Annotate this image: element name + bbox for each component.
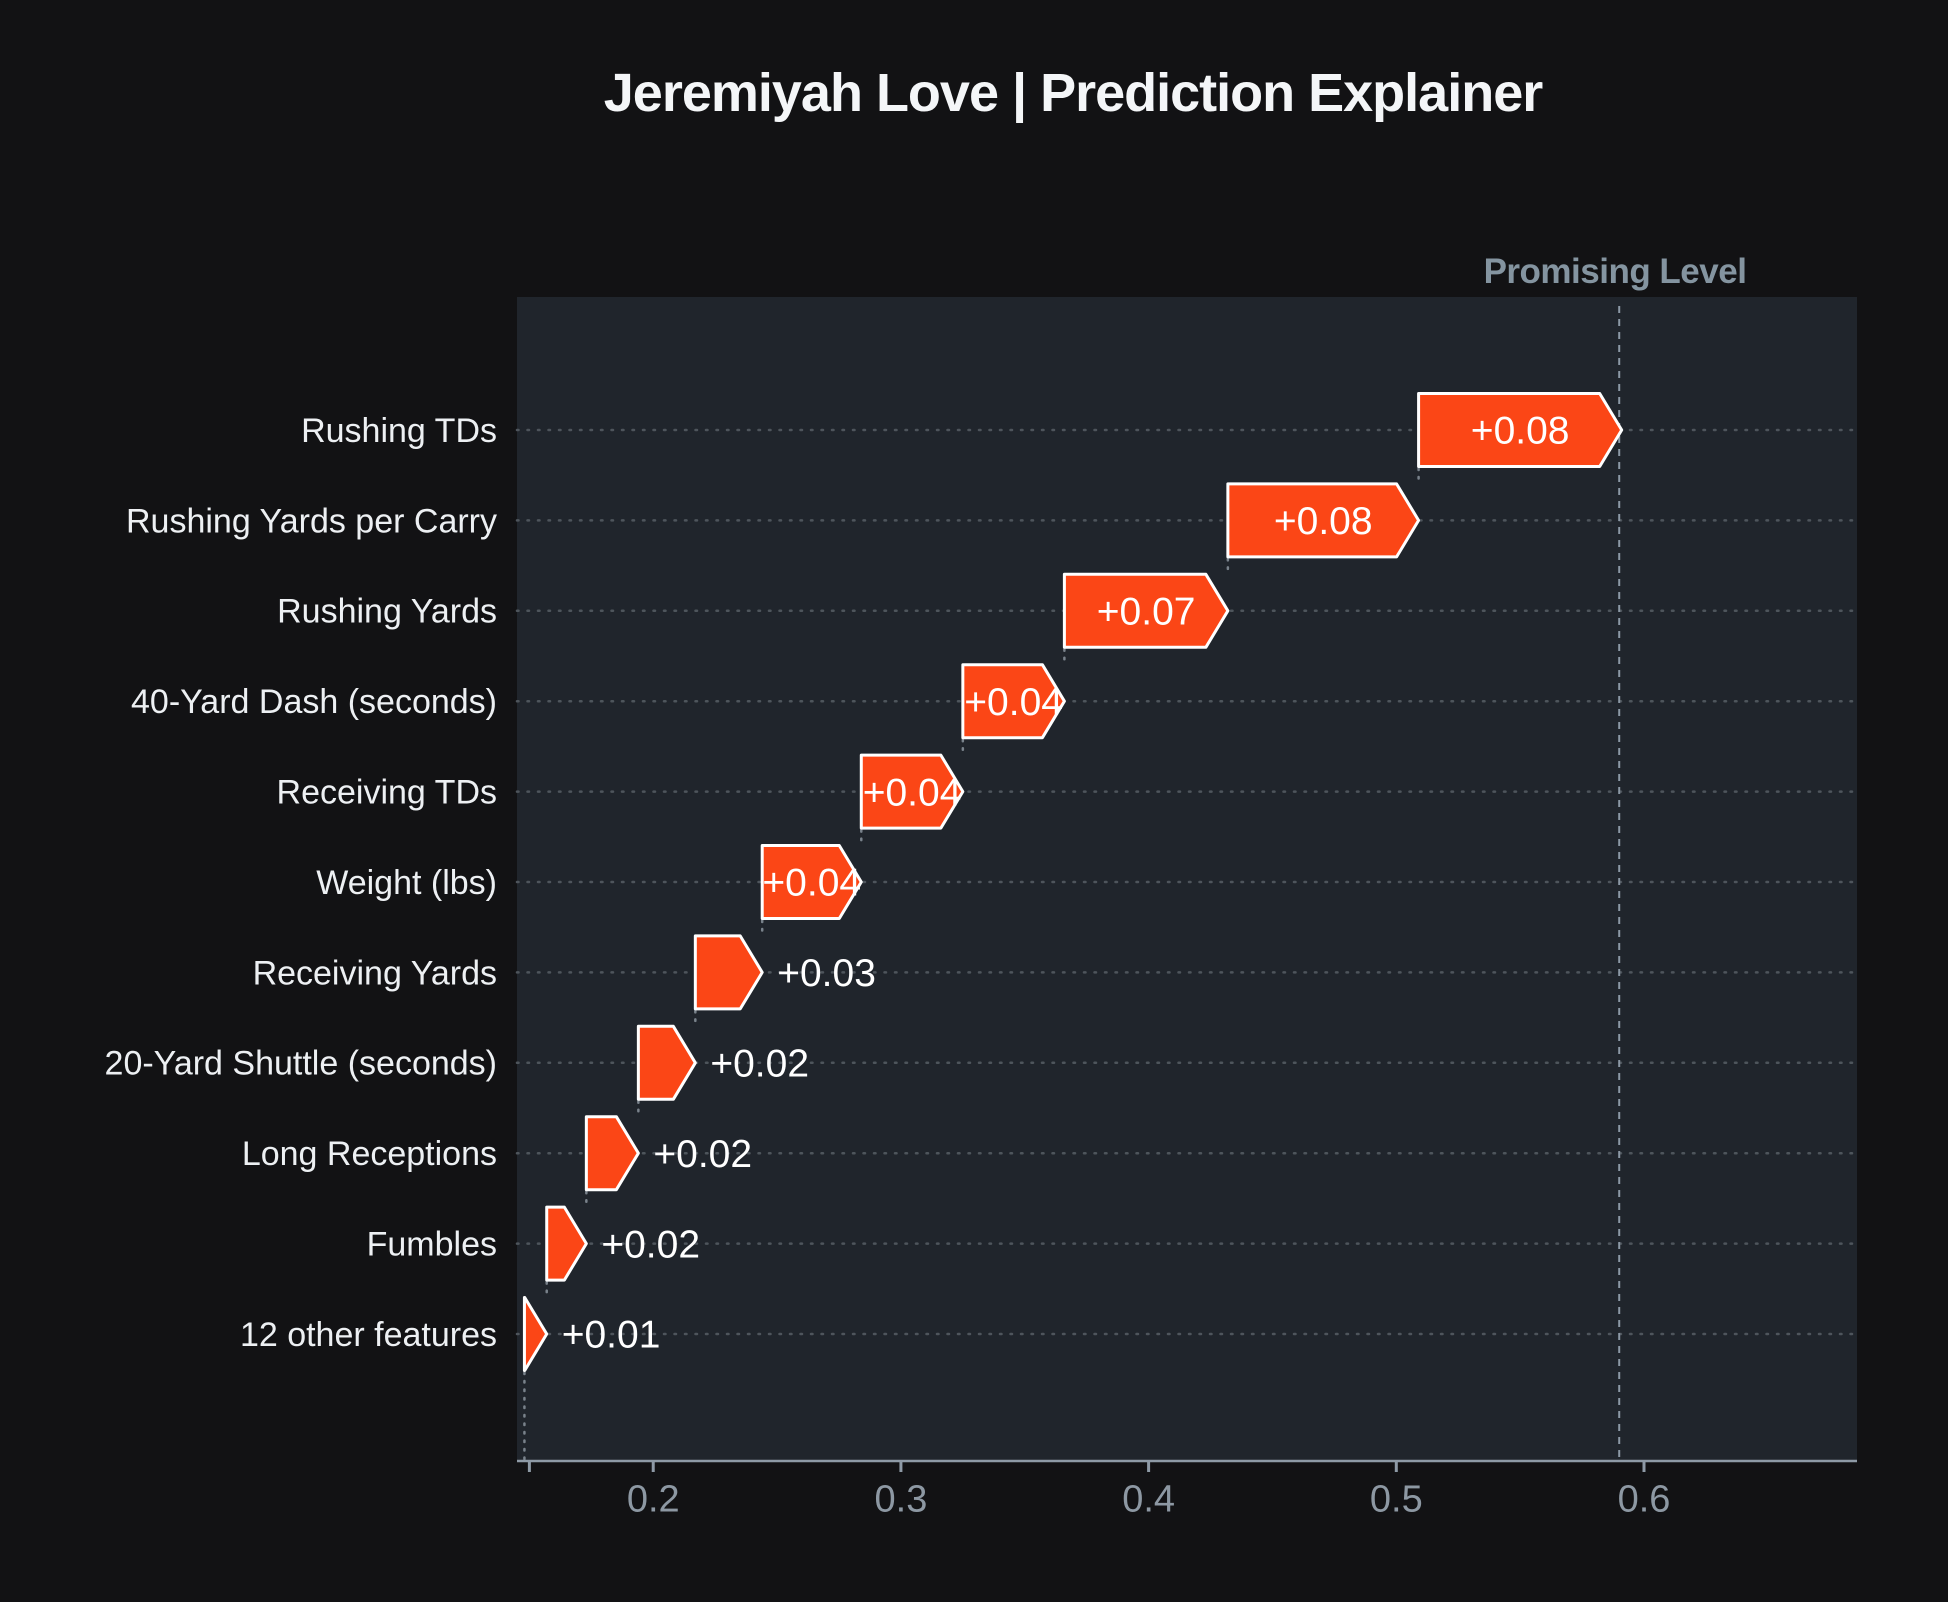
x-axis-tick-label: 0.3 — [875, 1478, 928, 1520]
bar-value-label: +0.04 — [964, 681, 1063, 724]
bar-value-label: +0.02 — [710, 1042, 809, 1085]
x-axis-tick-label: 0.4 — [1122, 1478, 1175, 1520]
bar-value-label: +0.03 — [777, 952, 876, 995]
category-label: 12 other features — [240, 1316, 497, 1354]
bar-value-label: +0.02 — [653, 1133, 752, 1176]
category-label: Long Receptions — [242, 1135, 497, 1173]
waterfall-bar[interactable] — [859, 753, 965, 830]
bar-value-label: +0.02 — [601, 1223, 700, 1266]
category-label: Receiving TDs — [277, 774, 497, 812]
chart-title: Jeremiyah Love | Prediction Explainer — [603, 63, 1543, 123]
x-axis-tick-label: 0.2 — [627, 1478, 680, 1520]
bar-value-label: +0.08 — [1471, 410, 1570, 453]
waterfall-bar[interactable] — [961, 663, 1066, 740]
waterfall-bar[interactable] — [693, 934, 764, 1011]
plot-area — [517, 297, 1857, 1461]
category-label: Fumbles — [367, 1226, 497, 1264]
x-axis-tick-label: 0.5 — [1370, 1478, 1423, 1520]
bar-value-label: +0.08 — [1274, 500, 1373, 543]
bar-value-label: +0.07 — [1097, 590, 1196, 633]
category-label: Weight (lbs) — [316, 864, 497, 902]
x-axis-tick-label: 0.6 — [1618, 1478, 1671, 1520]
category-label: 40-Yard Dash (seconds) — [131, 683, 497, 721]
waterfall-bar[interactable] — [584, 1115, 640, 1192]
waterfall-bar[interactable] — [545, 1205, 588, 1282]
category-label: Receiving Yards — [253, 954, 497, 992]
bar-value-label: +0.04 — [863, 771, 962, 814]
promising-level-label: Promising Level — [1483, 252, 1747, 291]
waterfall-bar[interactable] — [1417, 392, 1624, 468]
bar-value-label: +0.04 — [762, 862, 861, 905]
category-label: Rushing Yards — [277, 593, 497, 631]
waterfall-bar[interactable] — [1062, 572, 1230, 649]
category-label: Rushing TDs — [301, 412, 497, 450]
waterfall-bar[interactable] — [636, 1024, 697, 1101]
waterfall-bar[interactable] — [522, 1296, 549, 1372]
waterfall-bar[interactable] — [760, 844, 863, 920]
waterfall-bar[interactable] — [1226, 482, 1421, 559]
bar-value-label: +0.01 — [562, 1314, 661, 1357]
category-label: Rushing Yards per Carry — [126, 502, 497, 540]
category-label: 20-Yard Shuttle (seconds) — [105, 1045, 497, 1083]
